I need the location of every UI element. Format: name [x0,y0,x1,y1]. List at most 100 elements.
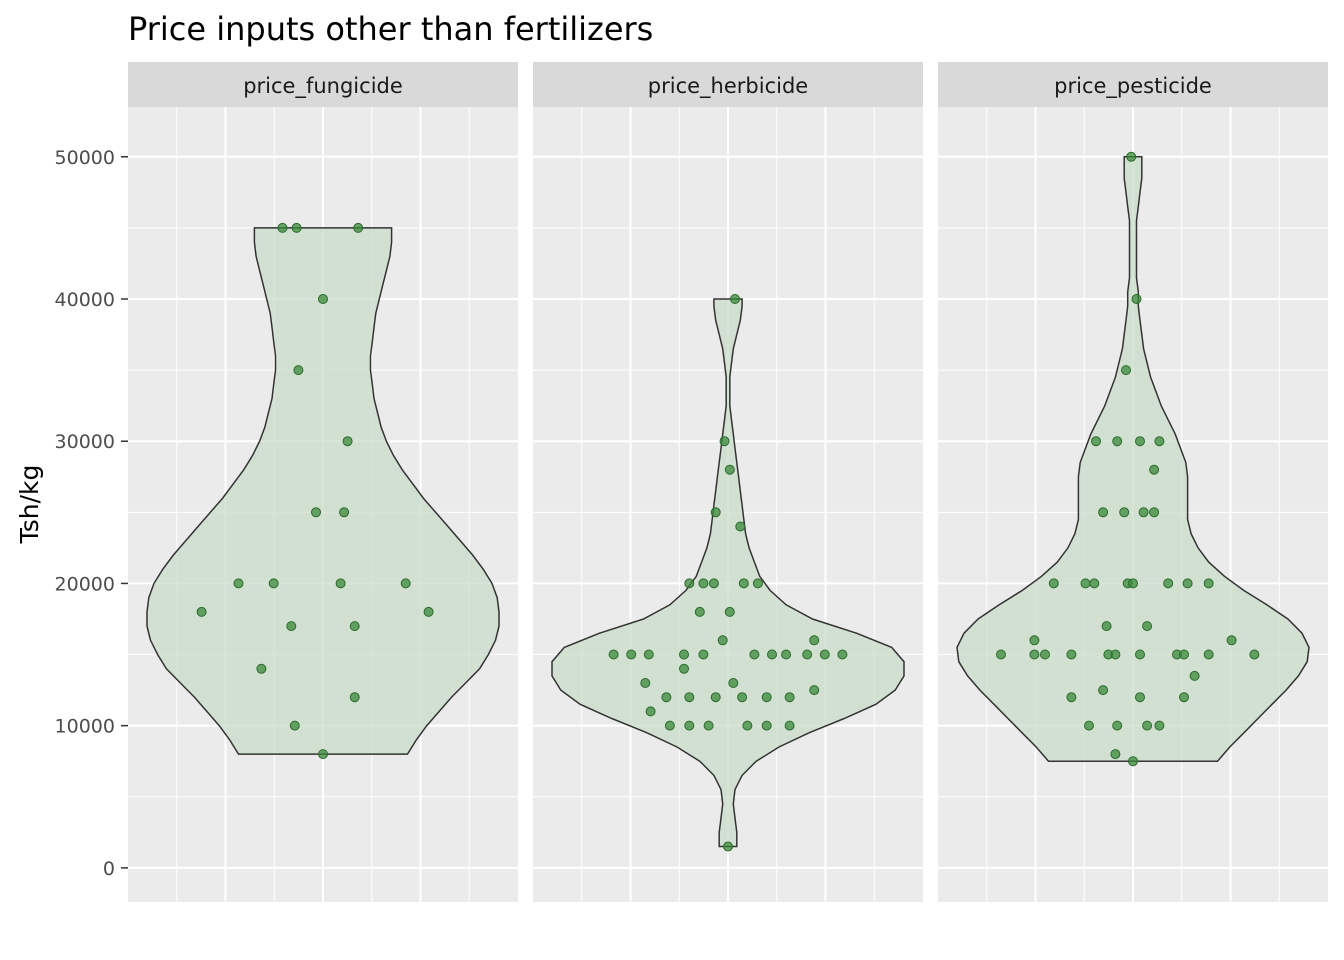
data-point [289,720,300,731]
data-point [349,621,360,632]
data-point [784,692,795,703]
data-point [1135,692,1145,703]
data-point [737,692,748,703]
data-point [608,649,619,660]
data-point [698,578,709,589]
data-point [661,692,672,703]
data-point [1203,649,1214,660]
panel-price_herbicide: price_herbicide [533,62,923,902]
data-point [640,678,651,688]
data-point [738,578,749,589]
strip-background [533,62,923,107]
data-point [626,649,637,660]
data-point [1121,365,1131,376]
y-axis: 0 10000 20000 30000 40000 50000 [55,147,128,880]
data-point [761,692,772,703]
data-point [819,649,830,660]
data-point [318,749,328,760]
data-point [719,436,730,447]
data-point [1098,685,1109,696]
data-point [710,692,721,703]
y-tick-label: 10000 [55,716,115,738]
data-point [643,649,654,660]
data-point [1163,578,1174,589]
data-point [1029,635,1040,646]
data-point [1098,507,1109,518]
y-tick-label: 0 [103,858,115,880]
data-point [1112,436,1123,447]
data-point [1080,578,1091,589]
data-point [837,649,848,660]
points-group [608,294,848,852]
data-point [752,578,763,589]
data-point [339,507,350,518]
panel-price_fungicide: price_fungicide [128,62,518,902]
data-point [1066,692,1077,703]
data-point [710,507,721,518]
data-point [342,436,353,447]
strip-label: price_herbicide [648,74,808,99]
strip-background [128,62,518,107]
chart-title: Price inputs other than fertilizers [128,10,653,48]
data-point [293,365,304,376]
data-point [684,692,695,703]
data-point [730,294,740,304]
points-group [196,222,434,760]
data-point [703,720,714,731]
data-point [286,621,297,632]
data-point [694,606,705,617]
data-point [698,649,709,660]
data-point [1135,436,1145,447]
data-point [1110,749,1121,760]
data-point [1135,649,1145,660]
data-point [1179,649,1189,660]
data-point [318,294,328,304]
data-point [724,606,735,617]
violin-shape [146,227,500,755]
y-tick-label: 50000 [55,147,115,169]
data-point [291,222,302,233]
data-point [1138,507,1149,518]
data-point [728,678,739,688]
data-point [1110,649,1121,660]
data-point [423,606,434,617]
data-point [742,720,753,731]
data-point [784,720,795,731]
violin-shape [551,298,905,848]
data-point [1249,649,1260,660]
data-point [311,507,321,518]
data-point [1189,670,1200,681]
data-point [1182,578,1193,589]
data-point [1112,720,1123,731]
data-point [400,578,411,589]
data-point [767,649,777,660]
data-point [1149,507,1160,518]
data-point [268,578,279,589]
data-point [335,578,346,589]
data-point [1131,294,1142,304]
data-point [679,663,689,674]
data-point [717,635,728,646]
data-point [1089,578,1100,589]
data-point [1040,649,1050,660]
data-point [684,720,695,731]
data-point [1179,692,1189,703]
data-point [1226,635,1237,646]
panel-price_pesticide: price_pesticide [938,62,1328,902]
data-point [802,649,813,660]
violin-shape [956,156,1310,762]
data-point [645,706,656,717]
y-axis-title: Tsh/kg [15,465,44,545]
data-point [684,578,695,589]
data-point [196,606,207,617]
data-point [809,635,820,646]
data-point [1048,578,1059,589]
strip-background [938,62,1328,107]
data-point [1029,649,1040,660]
data-point [724,464,735,475]
data-point [996,649,1006,660]
data-point [1142,621,1153,632]
data-point [749,649,760,660]
data-point [1091,436,1101,447]
